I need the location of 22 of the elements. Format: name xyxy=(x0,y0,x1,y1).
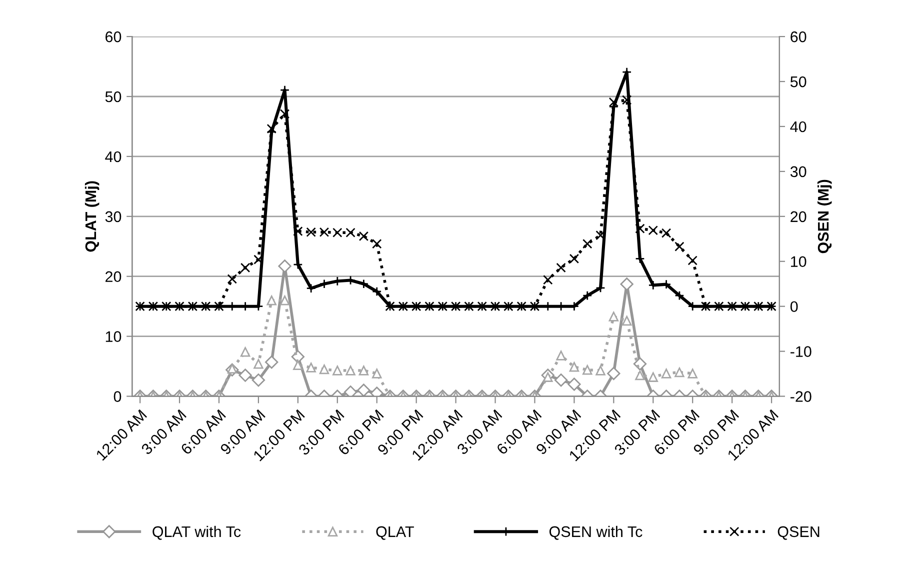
legend-label: QLAT xyxy=(376,526,414,540)
y2-tick-label: 10 xyxy=(791,256,806,268)
y2-tick-label: 0 xyxy=(790,301,798,312)
y-tick-label: 10 xyxy=(106,331,122,342)
y2-tick-label: -20 xyxy=(790,391,812,402)
legend-label: QLAT with Tc xyxy=(152,526,241,540)
y2-tick-label: 20 xyxy=(790,211,806,222)
y-axis-title: QLAT (Mj) xyxy=(84,181,100,252)
legend-label: QSEN xyxy=(778,526,820,540)
y-tick-label: 60 xyxy=(106,31,122,42)
y2-axis-title: QSEN (Mj) xyxy=(817,180,832,254)
y2-tick-label: 40 xyxy=(790,121,806,132)
y2-tick-label: -10 xyxy=(790,346,812,357)
legend-label: QSEN with Tc xyxy=(549,526,642,540)
y2-tick-label: 30 xyxy=(790,166,806,178)
y2-tick-label: 50 xyxy=(790,76,806,88)
y2-tick-label: 60 xyxy=(790,31,806,42)
y-tick-label: 30 xyxy=(105,211,122,222)
y-tick-label: 40 xyxy=(105,151,122,162)
y-tick-label: 20 xyxy=(106,271,122,282)
y-tick-label: 0 xyxy=(114,391,122,402)
y-tick-label: 50 xyxy=(105,91,122,102)
